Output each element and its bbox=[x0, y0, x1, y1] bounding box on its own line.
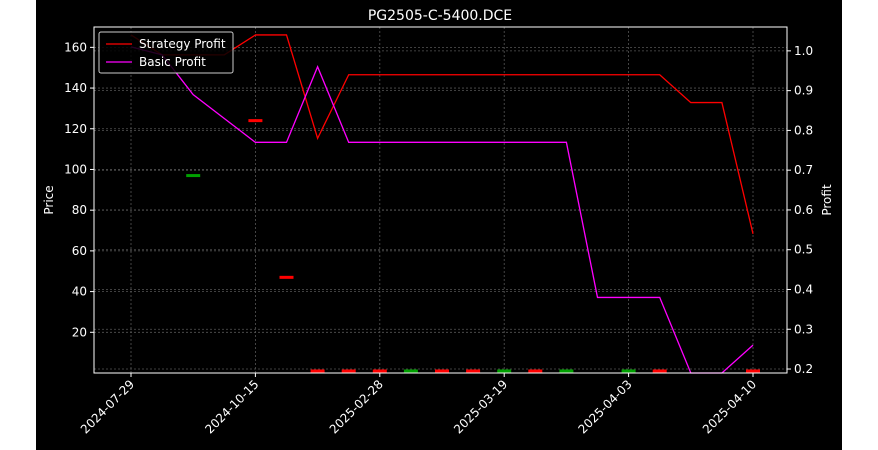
y-tick-label-left: 160 bbox=[64, 40, 87, 54]
price-mark bbox=[403, 369, 418, 373]
y-tick-label-right: 0.3 bbox=[794, 322, 813, 336]
x-tick-label: 2025-02-28 bbox=[327, 377, 386, 436]
y-tick-label-right: 0.4 bbox=[794, 282, 813, 296]
legend: Strategy Profit Basic Profit bbox=[98, 31, 234, 74]
y-tick-label-left: 20 bbox=[72, 325, 87, 339]
price-mark bbox=[559, 369, 574, 373]
axis-layer: 2024-07-29 2024-10-15 2025-02-28 2025-03-19… bbox=[64, 40, 813, 436]
price-mark bbox=[372, 369, 387, 373]
price-mark bbox=[621, 369, 636, 373]
y-tick-label-right: 1.0 bbox=[794, 44, 813, 58]
chart-title: PG2505-C-5400.DCE bbox=[368, 8, 512, 24]
grid-layer bbox=[94, 27, 787, 373]
y-tick-label-left: 140 bbox=[64, 81, 87, 95]
chart-svg: PG2505-C-5400.DCE 2024-07-29 2024-10-15 20… bbox=[42, 8, 834, 436]
price-mark bbox=[528, 369, 543, 373]
x-tick-label: 2025-04-03 bbox=[576, 377, 635, 436]
price-mark bbox=[248, 119, 263, 123]
x-tick-label: 2024-10-15 bbox=[202, 377, 261, 436]
y-axis-label-right: Profit bbox=[820, 184, 834, 216]
y-axis-label-left: Price bbox=[42, 185, 56, 214]
y-tick-label-right: 0.8 bbox=[794, 123, 813, 137]
price-mark bbox=[279, 275, 294, 279]
y-tick-label-left: 80 bbox=[72, 203, 87, 217]
chart-figure: PG2505-C-5400.DCE 2024-07-29 2024-10-15 20… bbox=[36, 0, 842, 450]
y-tick-label-right: 0.2 bbox=[794, 362, 813, 376]
x-tick-label: 2025-04-10 bbox=[700, 377, 759, 436]
y-tick-label-right: 0.6 bbox=[794, 203, 813, 217]
y-tick-label-right: 0.7 bbox=[794, 163, 813, 177]
basic-profit-line bbox=[130, 46, 754, 374]
plot-frame bbox=[93, 26, 788, 374]
price-mark bbox=[652, 369, 667, 373]
y-tick-label-left: 60 bbox=[72, 244, 87, 258]
price-mark bbox=[341, 369, 356, 373]
profit-lines bbox=[130, 34, 754, 374]
legend-label-basic: Basic Profit bbox=[139, 55, 206, 69]
y-tick-label-right: 0.5 bbox=[794, 243, 813, 257]
y-tick-label-left: 120 bbox=[64, 122, 87, 136]
price-mark bbox=[466, 369, 481, 373]
y-tick-label-left: 40 bbox=[72, 285, 87, 299]
strategy-profit-line bbox=[130, 34, 754, 234]
price-mark bbox=[310, 369, 325, 373]
price-mark bbox=[497, 369, 512, 373]
x-tick-label: 2024-07-29 bbox=[78, 377, 137, 436]
price-marks bbox=[186, 119, 760, 373]
price-mark bbox=[435, 369, 449, 373]
y-tick-label-left: 100 bbox=[64, 162, 87, 176]
price-mark bbox=[746, 369, 760, 373]
y-tick-label-right: 0.9 bbox=[794, 84, 813, 98]
legend-label-strategy: Strategy Profit bbox=[139, 37, 226, 51]
price-mark bbox=[186, 174, 201, 178]
legend-box bbox=[98, 31, 234, 74]
x-tick-label: 2025-03-19 bbox=[451, 377, 510, 436]
